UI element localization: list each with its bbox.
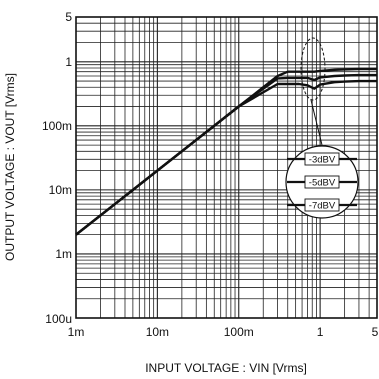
series-line-3 <box>75 79 377 236</box>
x-tick-label: 5 <box>372 325 379 339</box>
x-tick-label: 1 <box>317 325 324 339</box>
y-tick-label: 100u <box>45 312 72 326</box>
y-tick-label: 100m <box>42 119 72 133</box>
callout: -3dBV -5dBV -7dBV <box>285 37 359 219</box>
y-tick-label: 5 <box>65 10 72 24</box>
x-axis-label: INPUT VOLTAGE : VIN [Vrms] <box>145 361 307 375</box>
series-group <box>75 67 377 236</box>
x-tick-label: 1m <box>68 325 85 339</box>
callout-box <box>304 175 340 189</box>
plot-frame <box>75 16 378 319</box>
callout-box <box>304 152 340 166</box>
callout-label: -7dBV <box>309 201 336 212</box>
callout-ellipse <box>300 37 326 101</box>
callout-leader <box>310 99 323 146</box>
callout-label: -3dBV <box>309 155 336 166</box>
y-axis-label: OUTPUT VOLTAGE : VOUT [Vrms] <box>3 73 17 261</box>
callout-box <box>304 198 340 212</box>
x-tick-label: 100m <box>224 325 254 339</box>
y-tick-label: 10m <box>49 183 72 197</box>
callout-label: -5dBV <box>309 178 336 189</box>
y-tick-label: 1 <box>65 55 72 69</box>
x-tick-label: 10m <box>146 325 169 339</box>
y-tick-label: 1m <box>55 247 72 261</box>
